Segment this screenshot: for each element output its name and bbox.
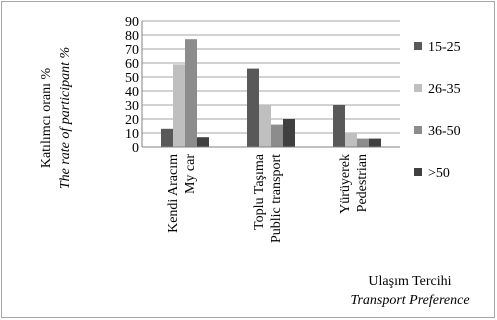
x-category-label: Yürüyerek bbox=[338, 154, 353, 214]
x-axis-title: Ulaşım Tercihi bbox=[368, 274, 451, 289]
bar bbox=[259, 105, 271, 147]
y-tick-label: 40 bbox=[125, 85, 139, 100]
y-axis-title-en: The rate of participant % bbox=[58, 47, 73, 189]
x-category-label: Kendi Aracım bbox=[166, 154, 181, 233]
x-category-label: Pedestrian bbox=[355, 154, 370, 212]
x-category-label: Toplu Taşıma bbox=[252, 153, 267, 230]
y-tick-label: 30 bbox=[125, 99, 139, 114]
bar bbox=[357, 138, 369, 147]
bar bbox=[161, 128, 173, 147]
bar bbox=[345, 133, 357, 147]
y-tick-label: 0 bbox=[132, 141, 139, 156]
y-tick-label: 10 bbox=[125, 127, 139, 142]
y-tick-label: 70 bbox=[125, 43, 139, 58]
bar bbox=[197, 137, 209, 147]
legend-label: 15-25 bbox=[428, 40, 461, 55]
x-category-label: Public transport bbox=[269, 154, 284, 243]
bar bbox=[173, 64, 185, 147]
y-axis-title: Katılımcı oranı % bbox=[39, 68, 54, 169]
bar bbox=[247, 68, 259, 147]
y-tick-label: 20 bbox=[125, 113, 139, 128]
legend-swatch bbox=[414, 84, 422, 92]
x-category-labels: Kendi Aracım My car Toplu Taşıma Public tra… bbox=[166, 153, 370, 243]
legend-swatch bbox=[414, 168, 422, 176]
bars bbox=[161, 39, 381, 148]
legend-swatch bbox=[414, 126, 422, 134]
y-tick-label: 80 bbox=[125, 29, 139, 44]
bar bbox=[271, 124, 283, 147]
legend-label: >50 bbox=[428, 166, 450, 181]
y-tick-label: 50 bbox=[125, 71, 139, 86]
x-category-label: My car bbox=[183, 154, 198, 194]
legend-label: 26-35 bbox=[428, 82, 461, 97]
legend-label: 36-50 bbox=[428, 124, 461, 139]
bar bbox=[283, 119, 295, 147]
legend: 15-25 26-35 36-50 >50 bbox=[414, 40, 461, 181]
x-axis-title-en: Transport Preference bbox=[350, 293, 469, 308]
legend-swatch bbox=[414, 42, 422, 50]
bar bbox=[185, 39, 197, 148]
y-tick-label: 60 bbox=[125, 57, 139, 72]
bar bbox=[369, 138, 381, 147]
axes bbox=[141, 21, 400, 148]
bar bbox=[333, 105, 345, 147]
y-tick-label: 90 bbox=[125, 15, 139, 30]
